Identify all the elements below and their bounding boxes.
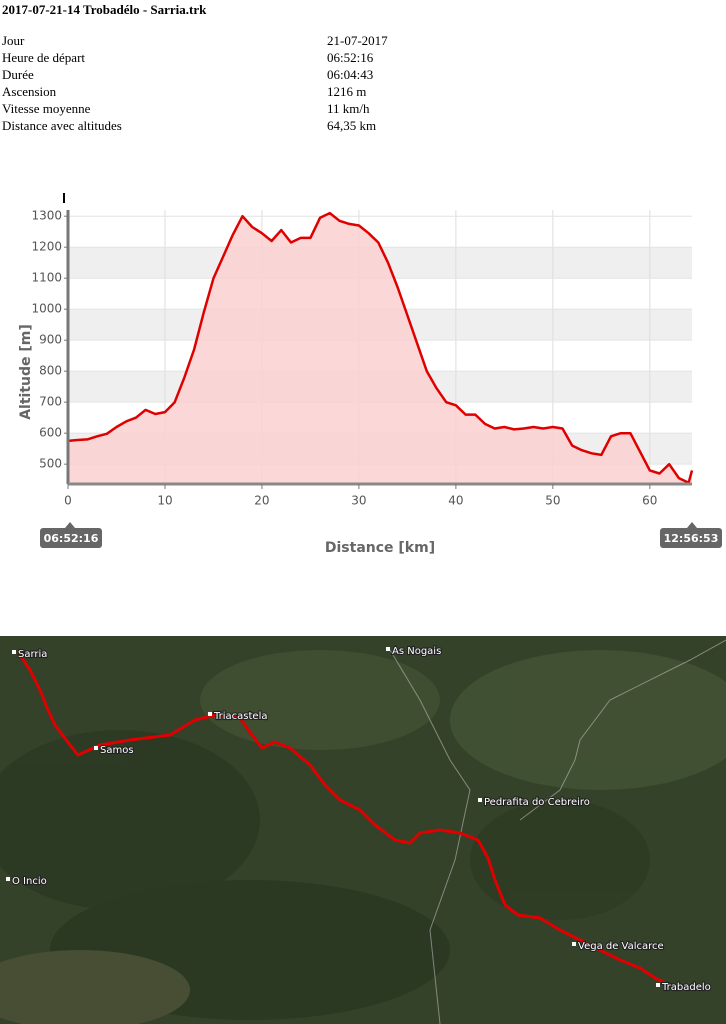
info-value: 64,35 km bbox=[327, 118, 376, 133]
y-tick-label: 1000 bbox=[31, 302, 62, 316]
map: Sarria As Nogais Triacastela Samos Pedrafita… bbox=[0, 636, 726, 1024]
info-table: Jour 21-07-2017 Heure de départ 06:52:16 Dur… bbox=[2, 33, 388, 133]
info-value: 06:04:43 bbox=[327, 67, 373, 82]
y-tick-label: 600 bbox=[39, 426, 62, 440]
area-fill bbox=[68, 213, 692, 484]
map-pin bbox=[6, 877, 10, 881]
road bbox=[389, 649, 471, 1024]
info-label: Jour bbox=[2, 33, 25, 48]
map-pin bbox=[94, 746, 98, 750]
map-pin bbox=[12, 650, 16, 654]
y-tick-label: 1100 bbox=[31, 271, 62, 285]
y-tick-label: 500 bbox=[39, 457, 62, 471]
info-label: Durée bbox=[2, 67, 34, 82]
info-label: Vitesse moyenne bbox=[2, 101, 91, 116]
border bbox=[519, 639, 726, 821]
info-value: 21-07-2017 bbox=[327, 33, 388, 48]
info-label: Heure de départ bbox=[2, 50, 85, 65]
time-badge bbox=[40, 528, 102, 548]
x-tick-label: 0 bbox=[64, 494, 72, 508]
y-tick-label: 900 bbox=[39, 333, 62, 347]
map-label: As Nogais bbox=[392, 646, 441, 657]
map-pin bbox=[386, 647, 390, 651]
route bbox=[16, 651, 671, 987]
map-label: Pedrafita do Cebreiro bbox=[484, 797, 590, 808]
map-pin bbox=[656, 983, 660, 987]
time-badge-pointer bbox=[65, 522, 75, 528]
map-label: Vega de Valcarce bbox=[578, 941, 664, 952]
x-tick-label: 40 bbox=[448, 494, 463, 508]
x-axis-label: Distance [km] bbox=[325, 540, 435, 556]
elevation-line bbox=[67, 211, 694, 485]
time-badge-label: 06:52:16 bbox=[44, 532, 99, 545]
x-tick-label: 30 bbox=[351, 494, 366, 508]
map-label: O Incio bbox=[12, 876, 47, 887]
map-label: Sarria bbox=[18, 649, 47, 660]
map-label: Samos bbox=[100, 745, 134, 756]
info-value: 1216 m bbox=[327, 84, 366, 99]
map-pin bbox=[208, 712, 212, 716]
time-badge bbox=[660, 528, 722, 548]
map-pin bbox=[478, 798, 482, 802]
x-tick-label: 50 bbox=[545, 494, 560, 508]
time-badge-label: 12:56:53 bbox=[664, 532, 719, 545]
y-tick-label: 800 bbox=[39, 364, 62, 378]
info-value: 11 km/h bbox=[327, 101, 370, 116]
chart: 500 600 700 800 900 1000 1100 1200 1300 0 10 20 30 40… bbox=[18, 209, 722, 556]
x-tick-label: 20 bbox=[254, 494, 269, 508]
x-tick-label: 60 bbox=[642, 494, 657, 508]
x-tick-label: 10 bbox=[157, 494, 172, 508]
info-label: Distance avec altitudes bbox=[2, 118, 122, 133]
info-label: Ascension bbox=[2, 84, 57, 99]
y-tick-label: 1200 bbox=[31, 240, 62, 254]
map-label: Trabadelo bbox=[661, 982, 711, 993]
y-tick-label: 1300 bbox=[31, 209, 62, 223]
title: 2017-07-21-14 Trobadélo - Sarria.trk bbox=[2, 2, 207, 17]
y-axis-label: Altitude [m] bbox=[18, 324, 34, 420]
terrain bbox=[0, 650, 726, 1024]
time-badge-pointer bbox=[687, 522, 697, 528]
y-tick-label: 700 bbox=[39, 395, 62, 409]
map-pin bbox=[572, 942, 576, 946]
map-label: Triacastela bbox=[213, 711, 267, 722]
info-value: 06:52:16 bbox=[327, 50, 374, 65]
